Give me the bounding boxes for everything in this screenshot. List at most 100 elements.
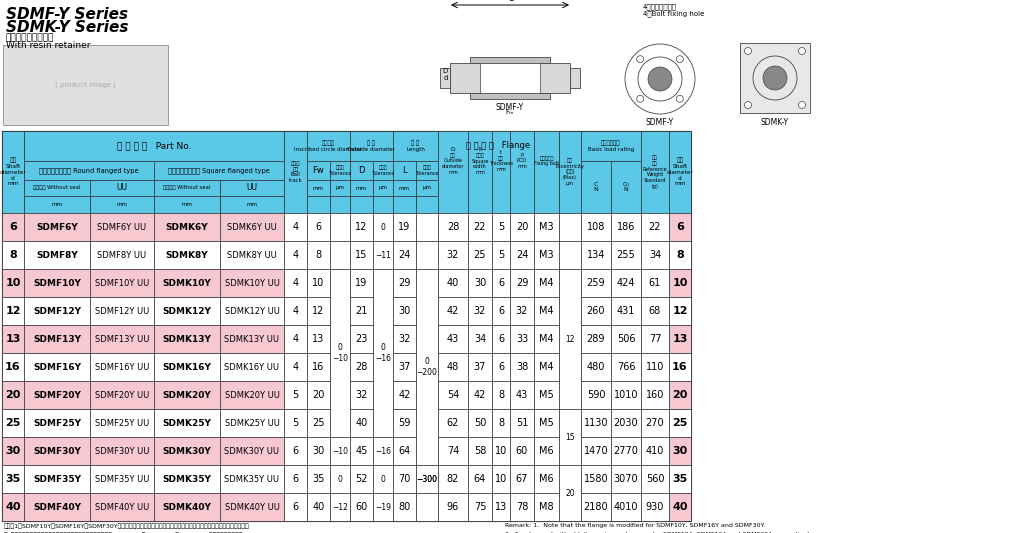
Bar bbox=[24, 196, 90, 213]
Bar bbox=[492, 409, 510, 437]
Text: 766: 766 bbox=[616, 362, 635, 372]
Text: 15: 15 bbox=[356, 250, 368, 260]
Text: 35: 35 bbox=[673, 474, 688, 484]
Text: 13: 13 bbox=[495, 502, 507, 512]
Bar bbox=[492, 269, 510, 297]
Bar bbox=[641, 297, 669, 325]
Text: 全 長
Length: 全 長 Length bbox=[406, 140, 425, 152]
Bar bbox=[373, 241, 393, 269]
Bar bbox=[611, 465, 641, 493]
Text: 0
−10: 0 −10 bbox=[332, 343, 348, 362]
Bar bbox=[669, 493, 691, 521]
Bar bbox=[284, 297, 307, 325]
Text: 34: 34 bbox=[649, 250, 661, 260]
Bar bbox=[284, 241, 307, 269]
Bar bbox=[154, 325, 220, 353]
Bar bbox=[350, 493, 373, 521]
Text: 28: 28 bbox=[356, 362, 368, 372]
Bar bbox=[581, 381, 611, 409]
Text: 43: 43 bbox=[516, 390, 528, 400]
Text: 8: 8 bbox=[9, 250, 17, 260]
Text: 6: 6 bbox=[676, 222, 684, 232]
Text: 34: 34 bbox=[474, 334, 486, 344]
Text: 50: 50 bbox=[474, 418, 486, 428]
Bar bbox=[307, 269, 330, 297]
Bar bbox=[284, 213, 307, 241]
Bar bbox=[468, 465, 492, 493]
Text: 51: 51 bbox=[516, 418, 528, 428]
Bar bbox=[154, 465, 220, 493]
Bar bbox=[307, 161, 330, 180]
Bar bbox=[154, 493, 220, 521]
Bar bbox=[669, 241, 691, 269]
Text: 30: 30 bbox=[5, 446, 20, 456]
Bar bbox=[492, 297, 510, 325]
Bar bbox=[492, 465, 510, 493]
Text: d: d bbox=[443, 75, 448, 81]
Bar bbox=[2, 353, 24, 381]
Bar bbox=[641, 213, 669, 241]
Bar bbox=[2, 493, 24, 521]
Bar bbox=[90, 196, 154, 213]
Bar bbox=[220, 269, 284, 297]
Text: 40: 40 bbox=[356, 418, 368, 428]
Text: 12: 12 bbox=[673, 306, 688, 316]
Text: オープン Without seal: オープン Without seal bbox=[34, 185, 81, 190]
Text: 45: 45 bbox=[356, 446, 368, 456]
Bar bbox=[330, 180, 350, 196]
Text: D: D bbox=[442, 68, 448, 74]
Text: SDMK40Y UU: SDMK40Y UU bbox=[224, 503, 279, 512]
Text: 0: 0 bbox=[337, 474, 342, 483]
Bar bbox=[510, 131, 534, 213]
Text: SDMK13Y: SDMK13Y bbox=[163, 335, 211, 343]
Bar bbox=[220, 213, 284, 241]
Bar bbox=[581, 325, 611, 353]
Text: 0: 0 bbox=[380, 474, 385, 483]
Text: SDMK8Y UU: SDMK8Y UU bbox=[227, 251, 277, 260]
Bar bbox=[330, 161, 350, 180]
Text: Fw: Fw bbox=[313, 166, 324, 175]
Text: SDMF30Y UU: SDMF30Y UU bbox=[95, 447, 149, 456]
Text: 10: 10 bbox=[5, 278, 20, 288]
Text: −19: −19 bbox=[375, 503, 391, 512]
Text: SDMK8Y: SDMK8Y bbox=[166, 251, 208, 260]
Text: SDMF30Y: SDMF30Y bbox=[33, 447, 81, 456]
Text: 25: 25 bbox=[673, 418, 688, 428]
Text: mm: mm bbox=[356, 185, 367, 190]
Text: 259: 259 bbox=[587, 278, 605, 288]
Bar bbox=[154, 241, 220, 269]
Text: 8: 8 bbox=[677, 250, 684, 260]
Bar bbox=[581, 437, 611, 465]
Text: D: D bbox=[359, 166, 365, 175]
Text: SDMF40Y: SDMF40Y bbox=[33, 503, 81, 512]
Bar bbox=[284, 131, 307, 213]
Text: 外 径
Outside diameter: 外 径 Outside diameter bbox=[347, 140, 395, 152]
Bar bbox=[330, 269, 350, 437]
Bar bbox=[468, 131, 492, 213]
Text: 431: 431 bbox=[616, 306, 635, 316]
Bar bbox=[2, 381, 24, 409]
Text: オープン Without seal: オープン Without seal bbox=[163, 185, 211, 190]
Bar bbox=[510, 213, 534, 241]
Bar bbox=[2, 131, 24, 213]
Bar bbox=[581, 465, 611, 493]
Bar bbox=[330, 437, 350, 465]
Text: SDMF35Y UU: SDMF35Y UU bbox=[95, 474, 149, 483]
Bar bbox=[393, 381, 416, 409]
Bar bbox=[154, 161, 284, 180]
Text: SDMK-Y Series: SDMK-Y Series bbox=[6, 20, 128, 35]
Text: 60: 60 bbox=[356, 502, 368, 512]
Text: 4: 4 bbox=[292, 222, 299, 232]
Bar bbox=[416, 465, 438, 493]
Text: 40: 40 bbox=[447, 278, 460, 288]
Text: With resin retainer: With resin retainer bbox=[6, 41, 91, 50]
Text: 20: 20 bbox=[5, 390, 20, 400]
Text: 134: 134 bbox=[587, 250, 605, 260]
Bar bbox=[534, 131, 559, 213]
Bar bbox=[154, 213, 220, 241]
Text: 255: 255 bbox=[616, 250, 636, 260]
Text: 2．従来のフランジ寸法の品が必要な場合は、鉄リテナー品のSDMF10A、SDMF16A、SDMF30Aをご用命ください。: 2．従来のフランジ寸法の品が必要な場合は、鉄リテナー品のSDMF10A、SDMF… bbox=[4, 532, 244, 533]
Text: 6: 6 bbox=[292, 502, 299, 512]
Text: 10: 10 bbox=[673, 278, 688, 288]
Bar bbox=[350, 180, 373, 196]
